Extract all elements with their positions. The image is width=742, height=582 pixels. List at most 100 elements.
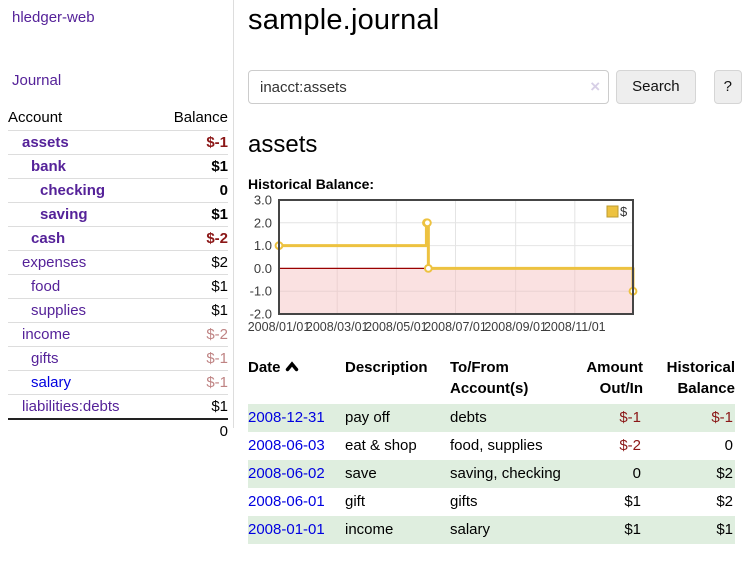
chart-svg: $3.0 2.0 1.0 0.0 -1.0 -2.02008/01/012008/03/0…: [248, 193, 638, 334]
sidebar-item-journal[interactable]: Journal: [12, 72, 62, 89]
y-tick-label: 2.0: [254, 215, 272, 230]
data-point-marker: [423, 264, 433, 273]
transaction-balance: $-1: [711, 409, 733, 426]
x-tick-label: 2008/07/01: [424, 320, 487, 334]
y-tick-label: 0.0: [254, 261, 272, 276]
transaction-description: pay off: [345, 409, 390, 426]
account-balance: $1: [156, 154, 228, 179]
account-balance: $-2: [156, 226, 228, 251]
account-balance: $1: [156, 274, 228, 299]
transaction-balance: $1: [716, 521, 733, 538]
account-row: supplies $1: [8, 298, 228, 323]
sidebar-account-link[interactable]: bank: [31, 158, 67, 175]
transaction-accounts: salary: [450, 521, 491, 538]
transaction-description: save: [345, 465, 377, 482]
account-balance: $2: [156, 250, 228, 275]
transaction-amount: 0: [632, 465, 641, 482]
sidebar-account-link[interactable]: expenses: [22, 254, 87, 271]
y-tick-label: -1.0: [250, 284, 272, 299]
transaction-amount: $-1: [619, 409, 641, 426]
account-balance: 0: [156, 178, 228, 203]
transaction-row: 2008-06-01 gift gifts $1 $2: [248, 488, 735, 516]
search-box: ×: [248, 70, 610, 104]
transaction-row: 2008-06-03 eat & shop food, supplies $-2 0: [248, 432, 735, 460]
transaction-row: 2008-06-02 save saving, checking 0 $2: [248, 460, 735, 488]
account-row: gifts $-1: [8, 346, 228, 371]
chart-title: Historical Balance:: [248, 176, 375, 192]
account-balance: $1: [156, 202, 228, 227]
sidebar-account-link[interactable]: assets: [22, 134, 69, 151]
search-form: × Search ?: [248, 70, 742, 104]
transaction-date-link[interactable]: 2008-06-03: [248, 437, 325, 454]
account-row: saving $1: [8, 202, 228, 227]
accounts-total-balance: 0: [156, 418, 228, 443]
account-row: income $-2: [8, 322, 228, 347]
transaction-balance: 0: [724, 437, 733, 454]
transaction-description: eat & shop: [345, 437, 417, 454]
help-button[interactable]: ?: [713, 70, 742, 104]
account-row: bank $1: [8, 154, 228, 179]
register-column-header: Amount Out/In: [586, 359, 643, 397]
register-column-header: To/From Account(s): [450, 359, 529, 397]
negative-region: [279, 268, 633, 314]
transaction-accounts: food, supplies: [450, 437, 543, 454]
main-content: sample.journal × Search ? assets Histori…: [248, 0, 742, 544]
transaction-date-link[interactable]: 2008-06-01: [248, 493, 325, 510]
sidebar-account-link[interactable]: gifts: [31, 350, 59, 367]
transaction-date-link[interactable]: 2008-01-01: [248, 521, 325, 538]
sidebar-account-link[interactable]: food: [31, 278, 61, 295]
transaction-accounts: debts: [450, 409, 487, 426]
x-tick-label: 2008/11/01: [544, 320, 606, 334]
sidebar-account-link[interactable]: saving: [40, 206, 88, 223]
transaction-description: gift: [345, 493, 366, 510]
transaction-amount: $-2: [619, 437, 641, 454]
plot-border: [278, 199, 634, 315]
transaction-amount: $1: [624, 493, 641, 510]
account-balance: $-1: [156, 370, 228, 395]
clear-search-icon[interactable]: ×: [590, 77, 601, 96]
legend-swatch: [606, 205, 619, 218]
sidebar-account-link[interactable]: checking: [40, 182, 106, 199]
transaction-amount: $1: [624, 521, 641, 538]
sidebar-account-link[interactable]: liabilities:debts: [22, 398, 120, 415]
account-row: cash $-2: [8, 226, 228, 251]
data-point-marker: [422, 218, 432, 228]
historical-balance-chart: $3.0 2.0 1.0 0.0 -1.0 -2.0 2008/01/01 2008/03/0…: [248, 193, 742, 339]
y-tick-label: 1.0: [254, 238, 272, 253]
account-row: liabilities:debts $1: [8, 394, 228, 419]
x-tick-label: 2008/01/01: [248, 320, 311, 334]
accounts-table-body: assets $-1 bank $1 checking 0 saving $1 cash $-2 e…: [8, 130, 228, 419]
transaction-date-link[interactable]: 2008-06-02: [248, 465, 325, 482]
sidebar: hledger-web Journal Account Balance asse…: [0, 0, 228, 443]
transaction-balance: $2: [716, 465, 733, 482]
transaction-row: 2008-01-01 income salary $1 $1: [248, 516, 735, 544]
sidebar-account-link[interactable]: supplies: [31, 302, 87, 319]
account-balance: $1: [156, 394, 228, 419]
account-row: checking 0: [8, 178, 228, 203]
sidebar-account-link[interactable]: cash: [31, 230, 66, 247]
account-row: food $1: [8, 274, 228, 299]
register-table-body: 2008-12-31 pay off debts $-1 $-1 2008-06-03 ea…: [248, 404, 735, 544]
transaction-date-link[interactable]: 2008-12-31: [248, 409, 325, 426]
transaction-balance: $2: [716, 493, 733, 510]
search-input[interactable]: [248, 70, 610, 104]
account-balance: $1: [156, 298, 228, 323]
search-button[interactable]: Search: [616, 70, 696, 104]
x-tick-label: 2008/05/01: [365, 320, 428, 334]
x-tick-label: 2008/03/01: [306, 320, 369, 334]
page-title: sample.journal: [248, 4, 440, 36]
app-brand-link[interactable]: hledger-web: [12, 9, 95, 26]
register-column-header[interactable]: Date: [248, 355, 345, 404]
register-table: Date Description To/From Account(s) Amount Ou…: [248, 355, 735, 544]
transaction-accounts: saving, checking: [450, 465, 561, 482]
accounts-header-balance: Balance: [173, 109, 228, 126]
sidebar-account-link[interactable]: salary: [31, 374, 72, 391]
transaction-description: income: [345, 521, 394, 538]
account-row: salary $-1: [8, 370, 228, 395]
chevron-up-icon: [285, 361, 298, 372]
y-tick-label: 3.0: [254, 193, 272, 208]
register-column-header: Historical Balance: [666, 359, 735, 397]
account-balance: $-1: [156, 346, 228, 371]
legend-label: $: [620, 204, 628, 219]
sidebar-account-link[interactable]: income: [22, 326, 71, 343]
